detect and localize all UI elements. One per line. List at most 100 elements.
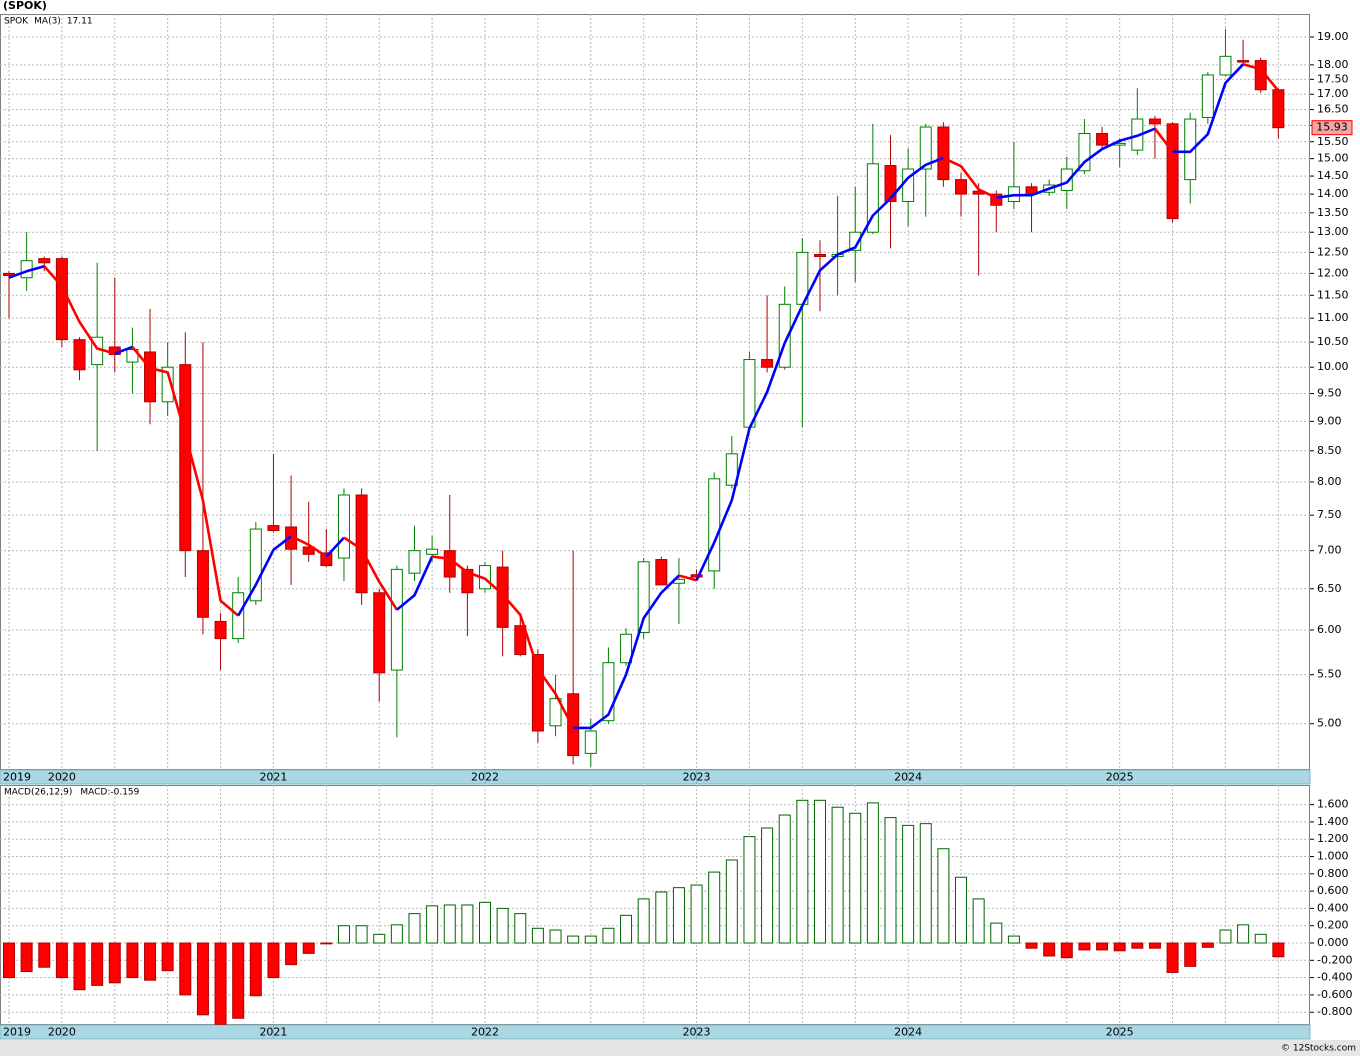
candle-body: [426, 548, 439, 555]
plot-area: [0, 785, 1310, 1025]
candle-body: [849, 231, 862, 251]
plot-area: [0, 14, 1310, 770]
x-tick-label: 2022: [471, 771, 499, 784]
macd-bar: [1043, 942, 1056, 957]
last-price-box: [1311, 120, 1353, 136]
y-tick-label: 5.00: [1317, 717, 1342, 730]
candle-body: [496, 566, 509, 628]
ma-line: [114, 345, 133, 355]
y-tick-label: 8.00: [1317, 475, 1342, 488]
candle-body: [1148, 118, 1161, 125]
candle-body: [743, 359, 756, 428]
candle-body: [655, 559, 668, 586]
y-tick-label: 17.00: [1317, 87, 1349, 100]
y-tick-label: 0.800: [1317, 867, 1349, 880]
macd-bar: [955, 876, 968, 944]
macd-bar: [778, 814, 791, 944]
candle-body: [214, 620, 227, 640]
macd-bar: [1078, 942, 1091, 951]
candle-body: [637, 561, 650, 634]
macd-bar: [1184, 942, 1197, 967]
macd-bar: [813, 799, 826, 944]
ma-line: [942, 156, 997, 199]
macd-bar: [1219, 929, 1232, 944]
macd-bar: [126, 942, 139, 979]
macd-bar: [796, 799, 809, 944]
macd-bar: [443, 904, 456, 944]
ma-line: [237, 535, 292, 617]
macd-bar: [3, 942, 15, 979]
ma-line: [325, 536, 345, 558]
y-tick-label: 0.200: [1317, 919, 1349, 932]
y-tick-label: 12.50: [1317, 245, 1349, 258]
macd-bar: [144, 942, 157, 981]
x-tick-label: 2021: [259, 771, 287, 784]
candle-body: [514, 625, 527, 656]
macd-bar: [1025, 942, 1038, 949]
candle-body: [1272, 89, 1285, 129]
y-tick-label: -0.600: [1317, 988, 1352, 1001]
macd-current-value: -0.159: [110, 788, 139, 798]
ma-line: [678, 574, 697, 582]
macd-bar: [1201, 942, 1214, 948]
candle-body: [1201, 74, 1214, 118]
y-tick-label: 16.50: [1317, 103, 1349, 116]
y-tick-label: 7.00: [1317, 544, 1342, 557]
macd-bar: [355, 925, 368, 944]
macd-bar: [302, 942, 315, 954]
y-tick-label: 11.50: [1317, 288, 1349, 301]
candle-body: [1237, 60, 1250, 63]
candle-body: [531, 654, 544, 732]
x-tick-label: 2019: [3, 771, 31, 784]
candle-body: [937, 126, 950, 181]
candle-body: [884, 165, 897, 203]
ma-line: [343, 536, 398, 611]
y-tick-label: -0.400: [1317, 971, 1352, 984]
candle-body: [55, 258, 68, 341]
y-tick-label: 1.000: [1317, 850, 1349, 863]
candle-body: [355, 494, 368, 594]
ma-line: [573, 574, 680, 730]
y-tick-label: -0.200: [1317, 953, 1352, 966]
macd-bar: [990, 922, 1003, 944]
candle-body: [320, 552, 333, 567]
macd-bar: [1113, 942, 1126, 952]
panel: 5.00 5.50 6.00 6.50 7.00 7.50 8.00 8.50 9.00 9.50…: [0, 14, 1349, 785]
y-tick-label: 10.50: [1317, 335, 1349, 348]
x-tick-label: 2022: [471, 1026, 499, 1039]
candle-body: [761, 359, 774, 368]
y-tick-label: 5.50: [1317, 668, 1342, 681]
y-tick-label: 9.50: [1317, 387, 1342, 400]
indicator-name: MACD(26,12,9): [4, 788, 72, 798]
ma-line: [131, 346, 240, 617]
candle-body: [390, 568, 403, 671]
y-tick-label: 1.200: [1317, 832, 1349, 845]
macd-bar: [919, 823, 932, 944]
y-tick-label: 0.400: [1317, 901, 1349, 914]
macd-bar: [672, 887, 685, 944]
macd-bar: [408, 913, 421, 944]
x-tick-label: 2020: [48, 1026, 76, 1039]
macd-bar: [637, 898, 650, 944]
candle-body: [337, 494, 350, 559]
candle-body: [232, 592, 245, 640]
y-tick-label: 14.50: [1317, 169, 1349, 182]
candle-body: [549, 698, 562, 727]
macd-bar: [20, 942, 33, 973]
x-tick-label: 2023: [683, 771, 711, 784]
ma-line: [996, 127, 1156, 200]
candle-body: [373, 592, 386, 674]
date-strip: [0, 1024, 1311, 1040]
legend-symbol: SPOK: [4, 17, 29, 27]
x-tick-label: 2025: [1106, 1026, 1134, 1039]
macd-bar: [584, 935, 597, 944]
macd-bar: [849, 812, 862, 944]
x-tick-label: 2021: [259, 1026, 287, 1039]
ma-line: [290, 535, 328, 558]
y-tick-label: 12.00: [1317, 266, 1349, 279]
x-tick-label: 2019: [3, 1026, 31, 1039]
macd-bar: [761, 827, 774, 944]
candle-body: [302, 546, 315, 555]
macd-bar: [179, 942, 192, 996]
macd-bar: [496, 907, 509, 944]
